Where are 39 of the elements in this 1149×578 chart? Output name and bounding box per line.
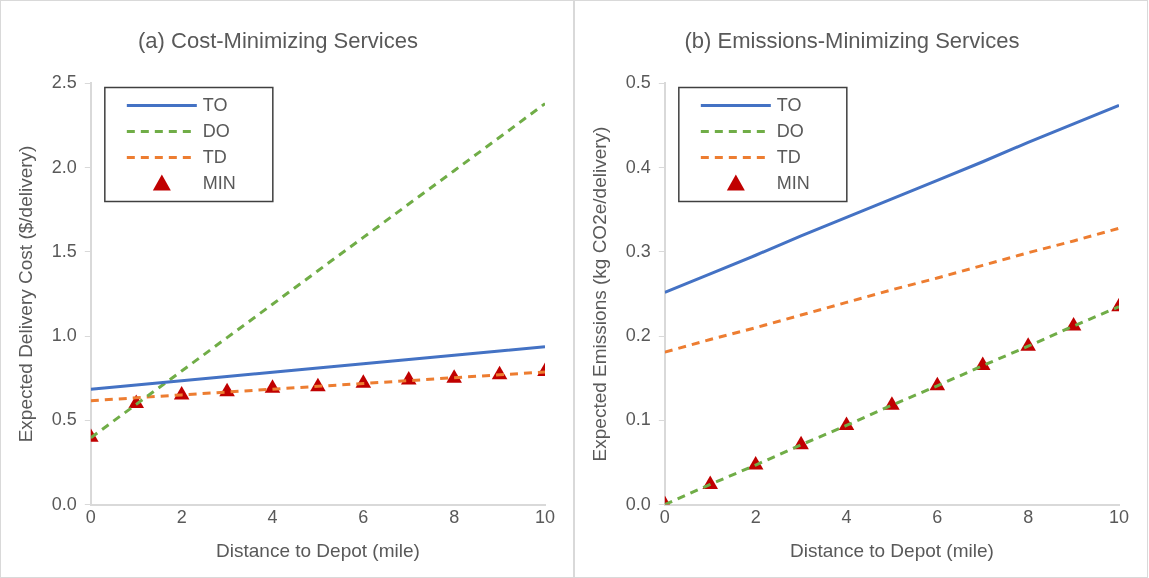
x-axis-title: Distance to Depot (mile)	[790, 539, 994, 561]
legend-label: DO	[776, 121, 804, 142]
y-tick-label: 0.0	[625, 493, 651, 514]
x-tick-label: 6	[358, 507, 369, 528]
x-tick-label: 10	[534, 507, 556, 528]
x-tick-label: 0	[85, 507, 96, 528]
x-tick-label: 4	[841, 507, 852, 528]
x-axis-title: Distance to Depot (mile)	[216, 539, 420, 561]
y-tick-label: 0.5	[51, 409, 77, 430]
y-tick-label: 0.0	[51, 493, 77, 514]
x-tick-label: 2	[750, 507, 761, 528]
chart-title: (a) Cost-Minimizing Services	[138, 28, 418, 54]
x-tick-label: 8	[449, 507, 460, 528]
legend-label: MIN	[202, 173, 236, 194]
y-axis-title: Expected Emissions (kg CO2e/delivery)	[588, 126, 610, 462]
y-tick-label: 0.5	[625, 72, 651, 93]
y-tick-label: 0.3	[625, 240, 651, 261]
x-tick-label: 2	[176, 507, 187, 528]
legend-label: MIN	[776, 173, 810, 194]
y-tick-label: 0.4	[625, 156, 651, 177]
legend-label: TO	[776, 95, 802, 116]
x-tick-label: 10	[1108, 507, 1130, 528]
y-tick-label: 1.5	[51, 240, 77, 261]
line-series	[664, 226, 1119, 354]
chart-title: (b) Emissions-Minimizing Services	[684, 28, 1020, 54]
y-tick-label: 2.0	[51, 156, 77, 177]
legend-label: TO	[202, 95, 228, 116]
y-tick-label: 0.2	[625, 325, 651, 346]
x-tick-label: 4	[267, 507, 278, 528]
legend-label: TD	[776, 147, 801, 168]
y-axis-title: Expected Delivery Cost ($/delivery)	[14, 145, 36, 443]
y-tick-label: 1.0	[51, 325, 77, 346]
y-tick-label: 2.5	[51, 72, 77, 93]
x-tick-label: 0	[659, 507, 670, 528]
legend-label: TD	[202, 147, 227, 168]
x-tick-label: 6	[932, 507, 943, 528]
legend-label: DO	[202, 121, 230, 142]
y-tick-label: 0.1	[625, 409, 651, 430]
x-tick-label: 8	[1023, 507, 1034, 528]
